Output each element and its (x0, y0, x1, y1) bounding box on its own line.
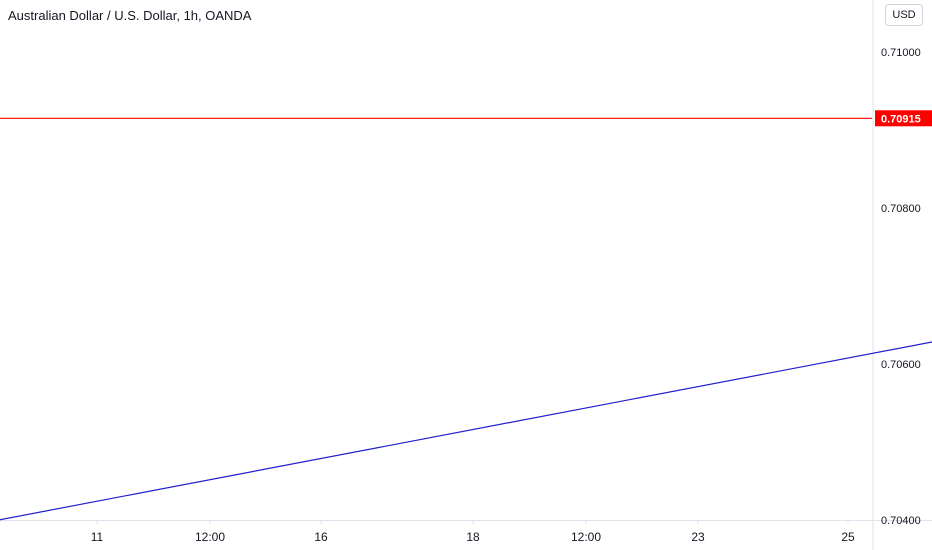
x-tick-label: 25 (841, 530, 855, 544)
x-tick-label: 12:00 (571, 530, 601, 544)
x-tick-label: 12:00 (195, 530, 225, 544)
y-tick-label: 0.70600 (881, 359, 921, 371)
currency-button[interactable]: USD (885, 4, 923, 26)
plot-area (0, 0, 872, 520)
x-tick-label: 16 (314, 530, 328, 544)
level-price-label: 0.70915 (881, 113, 921, 125)
trendline-ascending-lower (0, 341, 932, 521)
chart-title: Australian Dollar / U.S. Dollar, 1h, OAN… (8, 8, 252, 23)
level-price-label-bg (875, 110, 932, 127)
x-tick-label: 23 (691, 530, 705, 544)
x-tick-label: 18 (466, 530, 480, 544)
y-tick-label: 0.71000 (881, 47, 921, 59)
x-tick-label: 11 (91, 530, 104, 544)
y-tick-label: 0.70800 (881, 203, 921, 215)
y-tick-label: 0.70400 (881, 515, 921, 527)
